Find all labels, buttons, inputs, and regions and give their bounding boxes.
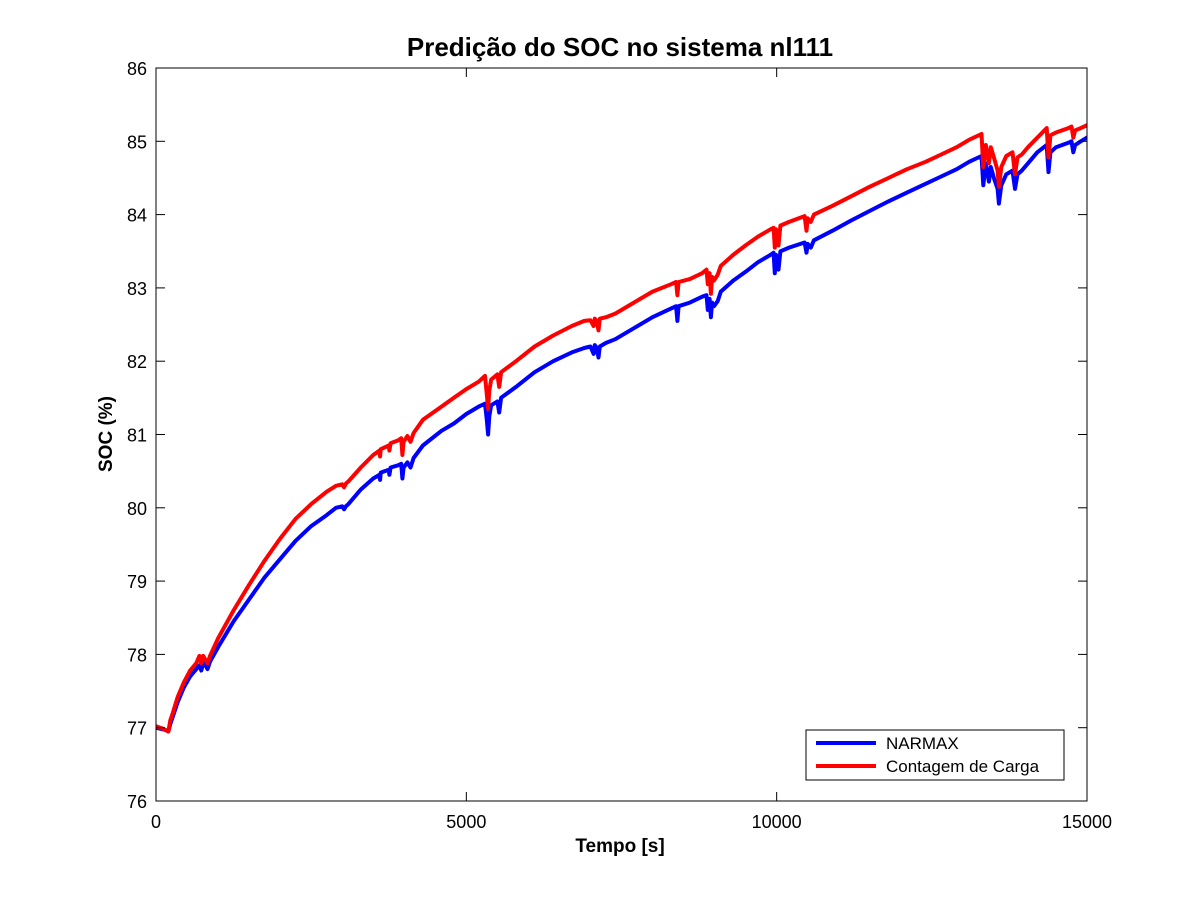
chart-title: Predição do SOC no sistema nl111: [407, 32, 833, 62]
y-tick-label: 84: [127, 206, 147, 226]
y-tick-label: 82: [127, 352, 147, 372]
y-tick-label: 76: [127, 792, 147, 812]
y-tick-label: 79: [127, 572, 147, 592]
series-line-narmax: [156, 135, 1087, 734]
y-tick-label: 83: [127, 279, 147, 299]
x-tick-label: 10000: [752, 812, 802, 832]
x-tick-label: 5000: [446, 812, 486, 832]
plot-area: [156, 68, 1087, 801]
legend-label-narmax: NARMAX: [886, 734, 959, 753]
series-line-contagem-de-carga: [156, 123, 1087, 734]
y-tick-label: 86: [127, 59, 147, 79]
x-tick-label: 0: [151, 812, 161, 832]
axis-layer: 0 5000 10000 15000 76 77 78 79 80 81 82 83 84 85 86: [127, 59, 1112, 832]
x-tick-label: 15000: [1062, 812, 1112, 832]
y-tick-label: 78: [127, 645, 147, 665]
y-tick-label: 77: [127, 719, 147, 739]
y-tick-label: 80: [127, 499, 147, 519]
legend: NARMAX Contagem de Carga: [805, 729, 1065, 781]
y-axis-label: SOC (%): [96, 396, 117, 472]
legend-label-contagem-de-carga: Contagem de Carga: [886, 757, 1040, 776]
y-tick-label: 81: [127, 426, 147, 446]
y-tick-label: 85: [127, 132, 147, 152]
legend-box: [805, 729, 1065, 781]
series-layer: [156, 68, 1087, 801]
x-axis-label: Tempo [s]: [575, 836, 664, 857]
